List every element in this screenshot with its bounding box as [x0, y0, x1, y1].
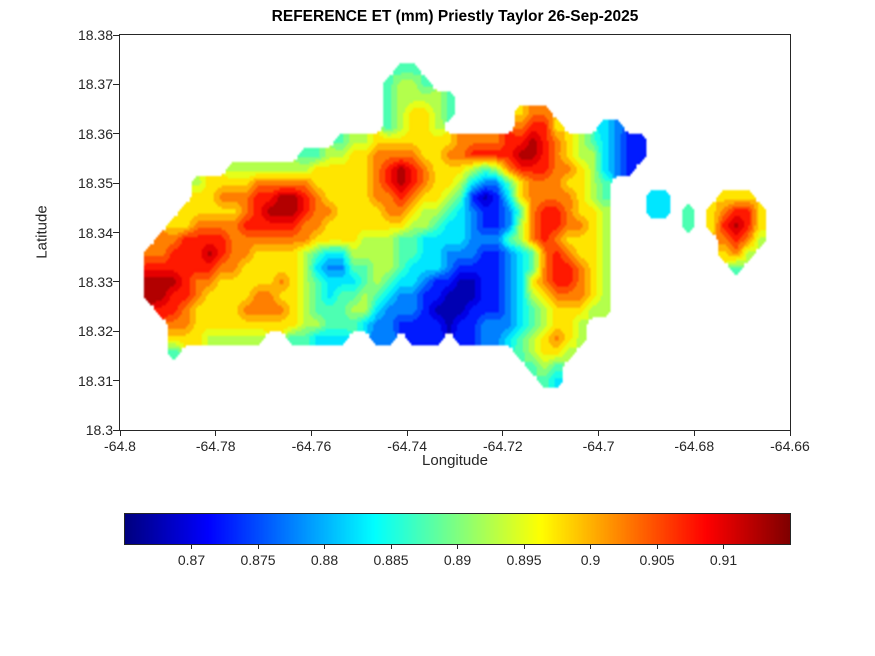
colorbar-canvas	[125, 514, 790, 544]
x-tick-mark	[310, 431, 312, 436]
x-tick-mark	[215, 431, 217, 436]
colorbar-tick-mark	[457, 545, 458, 549]
y-tick-mark	[113, 232, 119, 233]
colorbar-tick-label: 0.895	[506, 552, 542, 568]
y-tick-label: 18.31	[77, 372, 113, 389]
colorbar-tick-label: 0.875	[240, 552, 276, 568]
y-tick-label: 18.33	[77, 273, 113, 290]
y-tick-mark	[113, 182, 119, 184]
y-tick-mark	[113, 429, 119, 431]
y-tick-label: 18.38	[77, 27, 113, 43]
x-tick-label: -64.78	[195, 438, 236, 454]
x-tick-label: -64.68	[674, 438, 715, 454]
x-tick-mark	[119, 431, 121, 436]
x-tick-label: -64.66	[770, 438, 810, 454]
map-canvas	[120, 35, 790, 430]
y-tick-label: 18.35	[77, 175, 113, 192]
colorbar-tick-label: 0.905	[639, 552, 675, 568]
colorbar-tick-mark	[523, 545, 525, 549]
y-tick-label: 18.32	[77, 323, 113, 340]
x-axis-label: Longitude	[422, 452, 488, 469]
x-tick-mark	[789, 431, 791, 436]
colorbar-tick-label: 0.88	[310, 552, 339, 568]
x-tick-mark	[406, 431, 408, 436]
x-tick-mark	[598, 431, 600, 436]
x-tick-label: -64.72	[482, 438, 523, 454]
colorbar-tick-mark	[324, 545, 325, 549]
y-tick-mark	[113, 330, 119, 332]
colorbar-tick-label: 0.87	[177, 552, 206, 568]
x-tick-mark	[693, 431, 695, 436]
colorbar-tick-mark	[723, 545, 724, 549]
y-tick-mark	[113, 380, 119, 382]
y-tick-label: 18.3	[85, 422, 113, 438]
colorbar	[124, 513, 791, 545]
chart-title: REFERENCE ET (mm) Priestly Taylor 26-Sep…	[271, 8, 639, 25]
colorbar-tick-label: 0.89	[443, 552, 472, 568]
y-tick-mark	[113, 34, 119, 36]
colorbar-tick-mark	[257, 545, 259, 549]
y-tick-mark	[113, 83, 119, 85]
colorbar-tick-label: 0.9	[580, 552, 601, 568]
y-axis-label: Latitude	[33, 205, 51, 259]
x-tick-label: -64.74	[387, 438, 427, 454]
y-tick-label: 18.36	[77, 125, 113, 142]
y-tick-label: 18.34	[77, 224, 113, 241]
colorbar-tick-mark	[390, 545, 392, 549]
plot-area	[119, 34, 791, 431]
x-tick-label: -64.8	[104, 438, 136, 454]
colorbar-tick-label: 0.885	[373, 552, 409, 568]
colorbar-tick-mark	[656, 545, 658, 549]
x-tick-mark	[502, 431, 504, 436]
y-tick-mark	[113, 133, 119, 135]
y-tick-label: 18.37	[77, 76, 113, 93]
y-tick-mark	[113, 281, 119, 283]
x-tick-label: -64.7	[582, 438, 615, 454]
colorbar-tick-mark	[590, 545, 591, 549]
x-tick-label: -64.76	[291, 438, 332, 454]
colorbar-tick-label: 0.91	[709, 552, 738, 568]
colorbar-tick-mark	[191, 545, 192, 549]
